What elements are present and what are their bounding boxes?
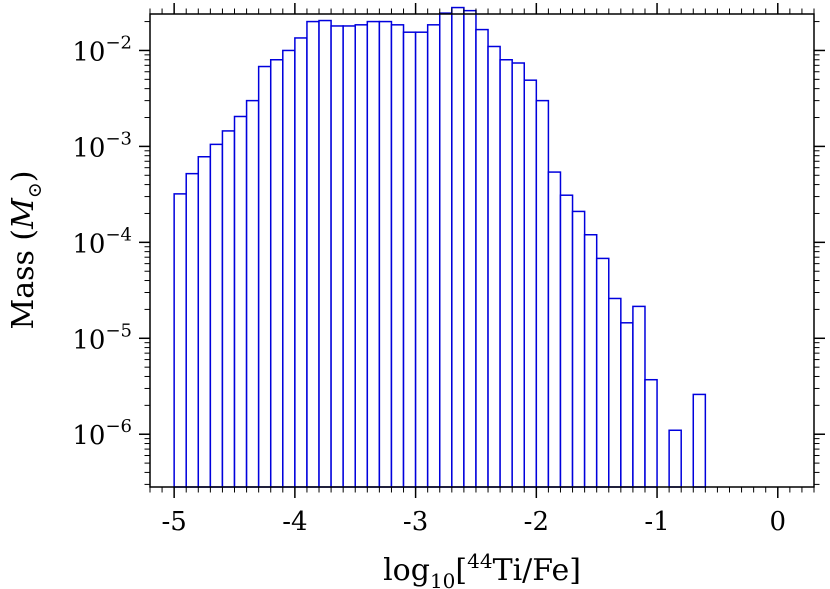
y-tick-label: 10−2: [72, 32, 132, 67]
histogram-bar: [620, 322, 634, 488]
histogram-bar: [547, 171, 562, 488]
histogram-bar: [644, 378, 658, 488]
x-tick-label: -2: [524, 507, 549, 537]
histogram-bar: [414, 31, 429, 488]
y-tick-labels: 10−6 10−5 10−4 10−3 10−2: [72, 32, 132, 451]
x-axis-label: log10[44Ti/Fe]: [383, 549, 581, 589]
histogram-bar: [257, 65, 272, 488]
histogram-bar: [366, 20, 381, 488]
histogram-bar: [668, 429, 682, 488]
histogram-bar: [463, 9, 477, 488]
histogram-bars: [173, 6, 707, 488]
histogram-bar: [692, 393, 707, 488]
histogram-bar: [197, 156, 212, 488]
x-tick-label: -1: [644, 507, 669, 537]
histogram-bar: [282, 49, 296, 488]
histogram-bar: [233, 115, 248, 488]
histogram-bar: [426, 24, 441, 488]
histogram-bar: [294, 37, 308, 488]
y-axis-label: Mass (M⊙): [6, 171, 46, 330]
histogram-bar: [269, 59, 284, 488]
histogram-bar: [632, 305, 646, 488]
x-tick-label: -3: [403, 507, 428, 537]
histogram-bar: [499, 59, 513, 488]
histogram-bar: [342, 25, 356, 488]
y-tick-label: 10−4: [72, 224, 132, 259]
plot-frame: [149, 13, 815, 488]
histogram-bar: [354, 24, 369, 488]
histogram-bar: [535, 99, 550, 488]
x-tick-label: -5: [161, 507, 186, 537]
x-tick-labels: -5 -4 -3 -2 -1 0: [161, 507, 786, 537]
x-tick-label: 0: [770, 507, 787, 537]
histogram-bar: [511, 62, 526, 488]
histogram-bar: [318, 19, 332, 488]
histogram-bar: [559, 194, 574, 488]
y-tick-label: 10−3: [72, 128, 132, 163]
histogram-bar: [185, 172, 200, 488]
histogram-bar: [451, 6, 465, 488]
histogram-bar: [583, 233, 598, 488]
histogram-bar: [402, 31, 417, 488]
y-tick-label: 10−5: [72, 320, 132, 355]
histogram-bar: [173, 193, 187, 488]
histogram-bar: [595, 257, 610, 488]
x-tick-label: -4: [282, 507, 307, 537]
histogram-bar: [245, 99, 260, 488]
histogram-bar: [487, 45, 501, 488]
histogram-bar: [475, 28, 489, 488]
y-tick-label: 10−6: [72, 416, 132, 451]
histogram-bar: [330, 25, 344, 488]
axis-ticks: [139, 3, 825, 498]
histogram-bar: [390, 24, 405, 488]
histogram-bar: [438, 12, 453, 488]
histogram-bar: [523, 79, 538, 488]
histogram-bar: [571, 210, 586, 488]
histogram-bar: [378, 20, 393, 488]
histogram-bar: [221, 130, 236, 488]
histogram-bar: [306, 20, 320, 488]
histogram-bar: [209, 143, 224, 488]
histogram-bar: [608, 297, 622, 488]
